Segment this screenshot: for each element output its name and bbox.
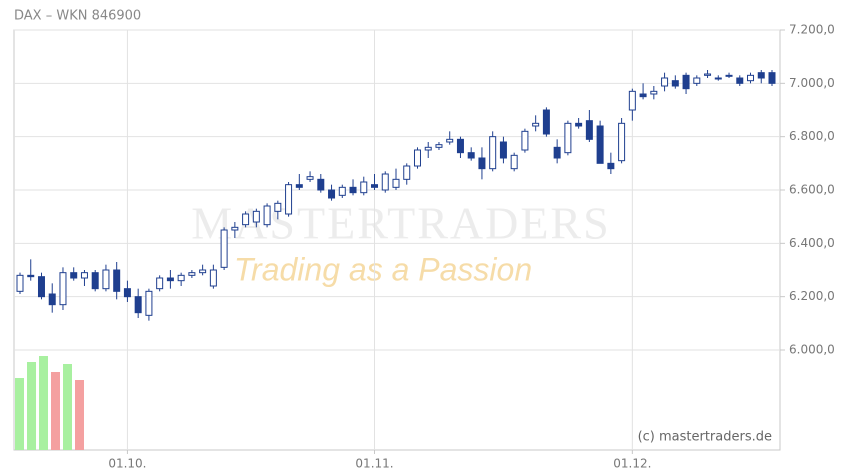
- x-tick-label: 01.11.: [355, 457, 393, 471]
- candle-body: [414, 150, 420, 166]
- candle-body: [737, 78, 743, 83]
- candle-body: [103, 270, 109, 289]
- y-tick-label: 6.600,0: [789, 183, 835, 197]
- volume-bar: [63, 364, 72, 450]
- candle-body: [264, 206, 270, 225]
- candle-body: [468, 153, 474, 158]
- candle-body: [597, 126, 603, 163]
- x-tick-label: 01.12.: [613, 457, 651, 471]
- volume-bar: [15, 378, 24, 450]
- y-tick-label: 6.800,0: [789, 129, 835, 143]
- candle-body: [651, 91, 657, 94]
- candle-body: [576, 123, 582, 126]
- x-tick-label: 01.10.: [108, 457, 146, 471]
- candle-body: [81, 273, 87, 278]
- candle-body: [286, 185, 292, 214]
- candle-body: [329, 190, 335, 198]
- candle-body: [393, 179, 399, 187]
- candle-body: [619, 123, 625, 160]
- y-tick-label: 6.000,0: [789, 343, 835, 357]
- candle-body: [586, 121, 592, 140]
- candle-body: [189, 273, 195, 276]
- candle-body: [167, 278, 173, 281]
- candle-body: [28, 275, 34, 276]
- chart: MASTERTRADERS Trading as a Passion DAX –…: [0, 0, 847, 473]
- volume-bar: [75, 380, 84, 450]
- candle-body: [372, 185, 378, 188]
- candle-body: [705, 74, 711, 75]
- candle-body: [672, 81, 678, 86]
- candle-body: [629, 91, 635, 110]
- candle-body: [275, 203, 281, 211]
- candle-body: [71, 273, 77, 278]
- candle-body: [715, 78, 721, 79]
- volume-bar: [27, 362, 36, 450]
- candle-body: [17, 275, 23, 291]
- candle-body: [157, 278, 163, 289]
- y-tick-label: 7.000,0: [789, 76, 835, 90]
- candle-body: [447, 139, 453, 142]
- candle-body: [479, 158, 485, 169]
- candle-body: [49, 294, 55, 305]
- candle-body: [296, 185, 302, 188]
- candle-body: [350, 187, 356, 192]
- candle-body: [114, 270, 120, 291]
- copyright: (c) mastertraders.de: [638, 430, 772, 445]
- candle-body: [178, 275, 184, 280]
- candle-body: [404, 166, 410, 179]
- candle-body: [748, 75, 754, 80]
- candle-body: [511, 155, 517, 168]
- candle-body: [307, 177, 313, 180]
- candle-body: [243, 214, 249, 225]
- candle-body: [221, 230, 227, 267]
- candle-body: [683, 75, 689, 88]
- candle-body: [38, 277, 44, 297]
- candle-body: [608, 163, 614, 168]
- candle-body: [135, 297, 141, 313]
- candle-body: [726, 75, 732, 76]
- candle-body: [554, 147, 560, 158]
- y-tick-label: 6.400,0: [789, 236, 835, 250]
- candle-body: [769, 73, 775, 84]
- candle-body: [232, 227, 238, 230]
- candle-body: [318, 179, 324, 190]
- candle-body: [436, 145, 442, 148]
- candle-body: [253, 211, 259, 222]
- watermark-slogan: Trading as a Passion: [234, 251, 532, 287]
- y-tick-label: 7.200,0: [789, 23, 835, 37]
- candle-body: [425, 147, 431, 150]
- candle-body: [543, 110, 549, 134]
- candle-body: [522, 131, 528, 150]
- candle-body: [500, 142, 506, 158]
- candle-body: [457, 139, 463, 152]
- volume-bar: [39, 356, 48, 450]
- candle-body: [92, 273, 98, 289]
- candle-body: [662, 78, 668, 86]
- volume-bar: [51, 372, 60, 450]
- candle-body: [565, 123, 571, 152]
- candle-body: [382, 174, 388, 190]
- watermark: MASTERTRADERS: [191, 198, 610, 249]
- candle-body: [694, 78, 700, 83]
- chart-title: DAX – WKN 846900: [14, 9, 141, 24]
- candle-body: [124, 289, 130, 297]
- candle-body: [146, 291, 152, 315]
- candle-body: [640, 94, 646, 97]
- candle-body: [533, 123, 539, 126]
- candle-body: [758, 73, 764, 78]
- candle-body: [210, 270, 216, 286]
- candle-body: [200, 270, 206, 273]
- candle-body: [361, 182, 367, 193]
- candle-body: [490, 137, 496, 169]
- y-tick-label: 6.200,0: [789, 289, 835, 303]
- candle-body: [339, 187, 345, 195]
- candle-body: [60, 273, 66, 305]
